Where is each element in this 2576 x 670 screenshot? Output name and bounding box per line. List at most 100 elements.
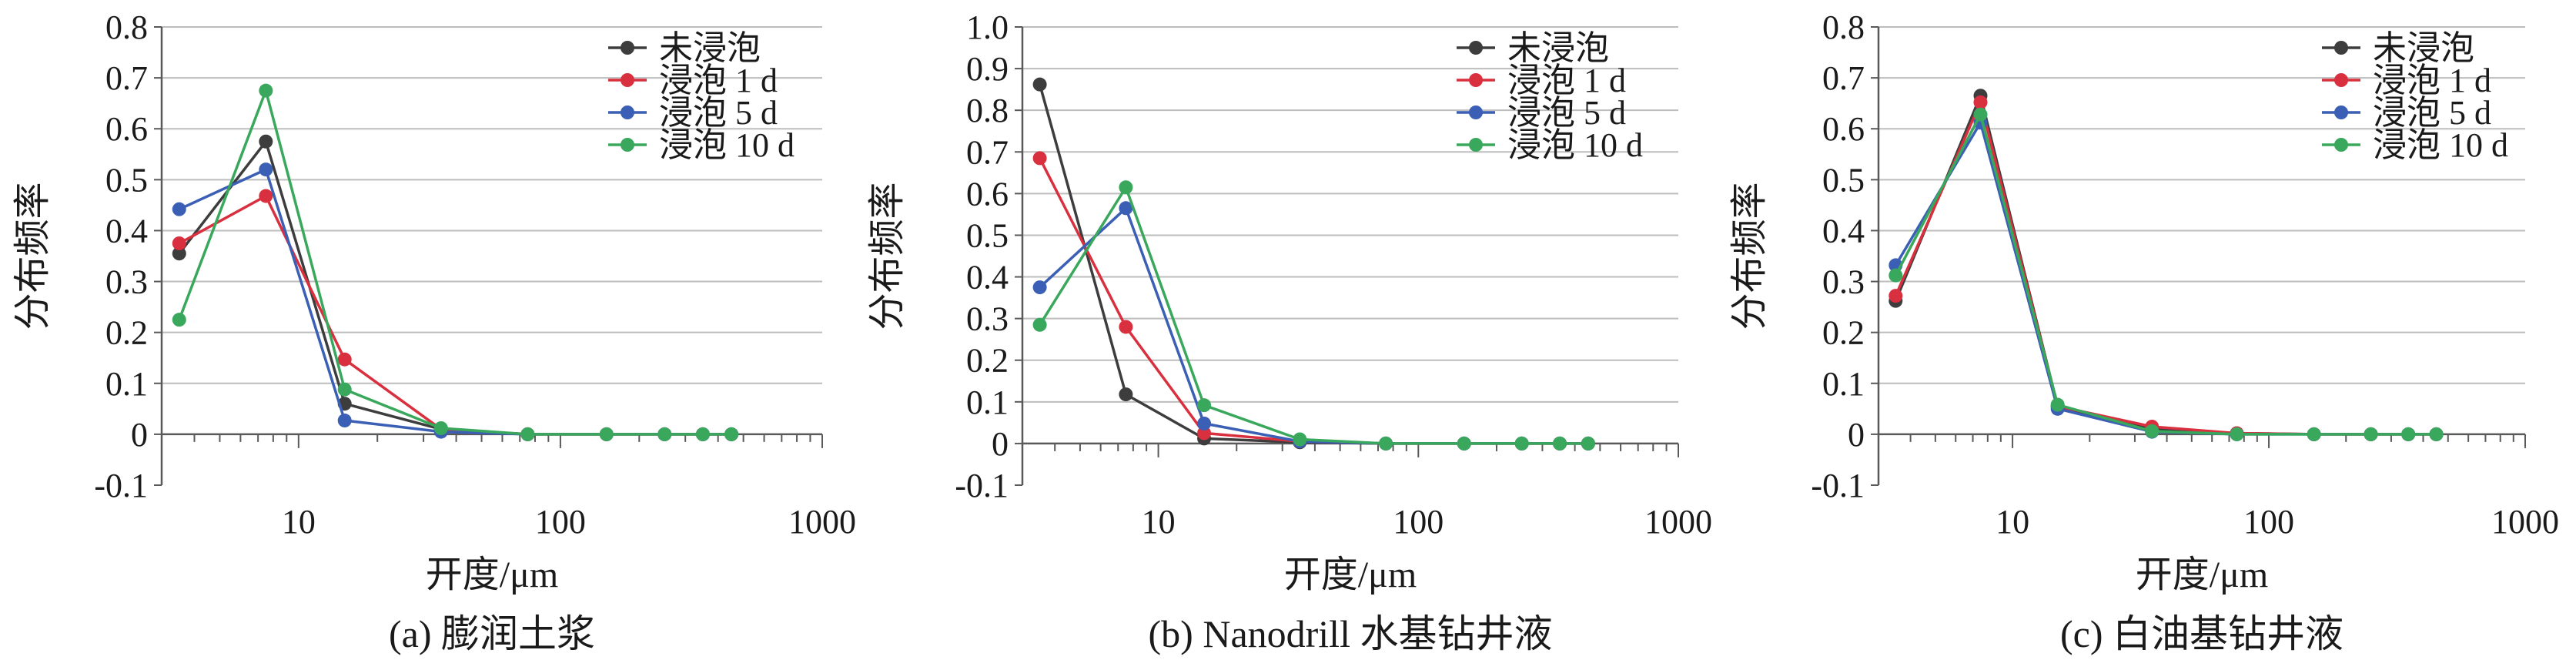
y-tick-label: 0.2 (1822, 314, 1865, 352)
legend-label: 浸泡 10 d (1507, 126, 1643, 164)
legend-label: 浸泡 5 d (659, 94, 778, 132)
data-point (337, 414, 352, 428)
data-point (1119, 180, 1133, 195)
x-tick-label: 1000 (788, 503, 856, 541)
y-tick-label: 0.8 (966, 92, 1009, 129)
data-point (259, 189, 273, 203)
data-point (1457, 436, 1471, 451)
chart-b: -0.1 0 0.1 0.2 0.3 0.4 0.50.6 0.7 0.8 0.9 1.0 10 100… (867, 8, 1712, 655)
legend-label: 未浸泡 (659, 29, 761, 67)
x-tick-label: 100 (2243, 503, 2294, 541)
data-point (1032, 317, 1047, 332)
y-axis-title: 分布频率 (12, 182, 53, 330)
legend-marker (621, 138, 634, 152)
x-tick-label: 10 (282, 503, 316, 541)
data-point (1032, 280, 1047, 295)
chart-panel-a: -0.1 0 0.1 0.2 0.3 0.4 0.5 0.6 0.7 0.8 10 100 1000 未浸… (0, 0, 856, 670)
data-point (1514, 436, 1529, 451)
legend-label: 未浸泡 (1507, 29, 1609, 67)
data-point (259, 134, 273, 149)
y-tick-label: 0.3 (966, 300, 1009, 338)
y-tick-label: 0.8 (105, 8, 148, 46)
chart-caption: (b) Nanodrill 水基钻井液 (1149, 612, 1553, 655)
x-axis-title: 开度/μm (2136, 554, 2268, 595)
y-axis-title: 分布频率 (867, 182, 908, 330)
y-tick-label: 0.8 (1822, 8, 1865, 46)
series-line (1894, 112, 2437, 436)
data-point (1581, 436, 1595, 451)
data-point (1197, 416, 1212, 430)
y-tick-label: 1.0 (966, 8, 1009, 46)
data-point (1379, 436, 1393, 451)
x-axis-title: 开度/μm (1284, 554, 1417, 595)
data-point (1032, 77, 1047, 92)
data-point (433, 420, 448, 435)
data-point (1973, 107, 1988, 122)
y-tick-label: 0.2 (966, 342, 1009, 380)
data-point (2401, 427, 2416, 441)
y-tick-label: -0.1 (955, 467, 1009, 504)
legend-marker (2334, 41, 2348, 55)
data-point (1553, 436, 1567, 451)
data-point (172, 246, 186, 261)
y-tick-label: 0.9 (966, 50, 1009, 88)
chart-panel-c: -0.1 0 0.1 0.2 0.3 0.4 0.5 0.6 0.7 0.8 10 100 1000 未浸… (1717, 0, 2576, 670)
y-tick-label: 0.3 (1822, 263, 1865, 301)
x-axis-title: 开度/μm (426, 554, 558, 595)
legend-label: 浸泡 10 d (659, 126, 795, 164)
legend-marker (621, 106, 634, 119)
data-point (1973, 95, 1988, 109)
legend-marker (1469, 138, 1483, 152)
y-tick-label: 0.1 (105, 365, 148, 403)
y-tick-label: 0.5 (105, 161, 148, 199)
series-line (178, 140, 732, 436)
y-tick-label: 0.6 (966, 175, 1009, 213)
data-point (2429, 427, 2444, 441)
data-point (1293, 432, 1307, 447)
y-tick-label: 0.1 (966, 384, 1009, 421)
data-point (2050, 397, 2065, 412)
chart-caption: (a) 膨润土浆 (389, 612, 595, 655)
y-tick-label: -0.1 (94, 467, 148, 504)
data-point (259, 83, 273, 98)
data-point (1197, 426, 1212, 441)
y-tick-label: -0.1 (1811, 467, 1865, 504)
y-tick-label: 0.6 (105, 110, 148, 148)
series-line (1894, 121, 2437, 436)
x-tick-label: 1000 (2491, 503, 2559, 541)
data-point (1889, 268, 1903, 283)
y-tick-label: 0.4 (105, 212, 148, 250)
data-point (1119, 320, 1133, 334)
x-tick-label: 100 (1393, 503, 1444, 541)
legend-label: 浸泡 1 d (659, 62, 778, 99)
legend-marker (2334, 73, 2348, 87)
legend-marker (1469, 73, 1483, 87)
y-tick-label: 0.2 (105, 314, 148, 352)
data-point (695, 427, 710, 441)
legend-label: 浸泡 1 d (1507, 62, 1626, 99)
legend-marker (621, 41, 634, 55)
legend-marker (1469, 41, 1483, 55)
series-line (179, 168, 732, 436)
legend-marker (1469, 106, 1483, 119)
data-point (1197, 398, 1212, 413)
x-tick-label: 10 (1996, 503, 2029, 541)
data-point (724, 427, 739, 441)
data-point (172, 202, 186, 216)
data-point (599, 427, 614, 441)
data-point (2230, 427, 2244, 441)
data-point (657, 427, 672, 441)
x-tick-label: 100 (535, 503, 586, 541)
y-tick-label: 0 (131, 416, 148, 454)
data-point (1032, 151, 1047, 166)
y-tick-label: 0.4 (966, 259, 1009, 296)
data-point (1889, 289, 1903, 303)
y-tick-label: 0.7 (105, 59, 148, 97)
data-point (2145, 424, 2159, 438)
chart-caption: (c) 白油基钻井液 (2060, 612, 2343, 655)
y-tick-label: 0.7 (1822, 59, 1865, 97)
y-axis-title: 分布频率 (1729, 182, 1770, 330)
y-tick-label: 0.5 (1822, 161, 1865, 199)
legend-label: 浸泡 5 d (1507, 94, 1626, 132)
data-point (337, 352, 352, 367)
